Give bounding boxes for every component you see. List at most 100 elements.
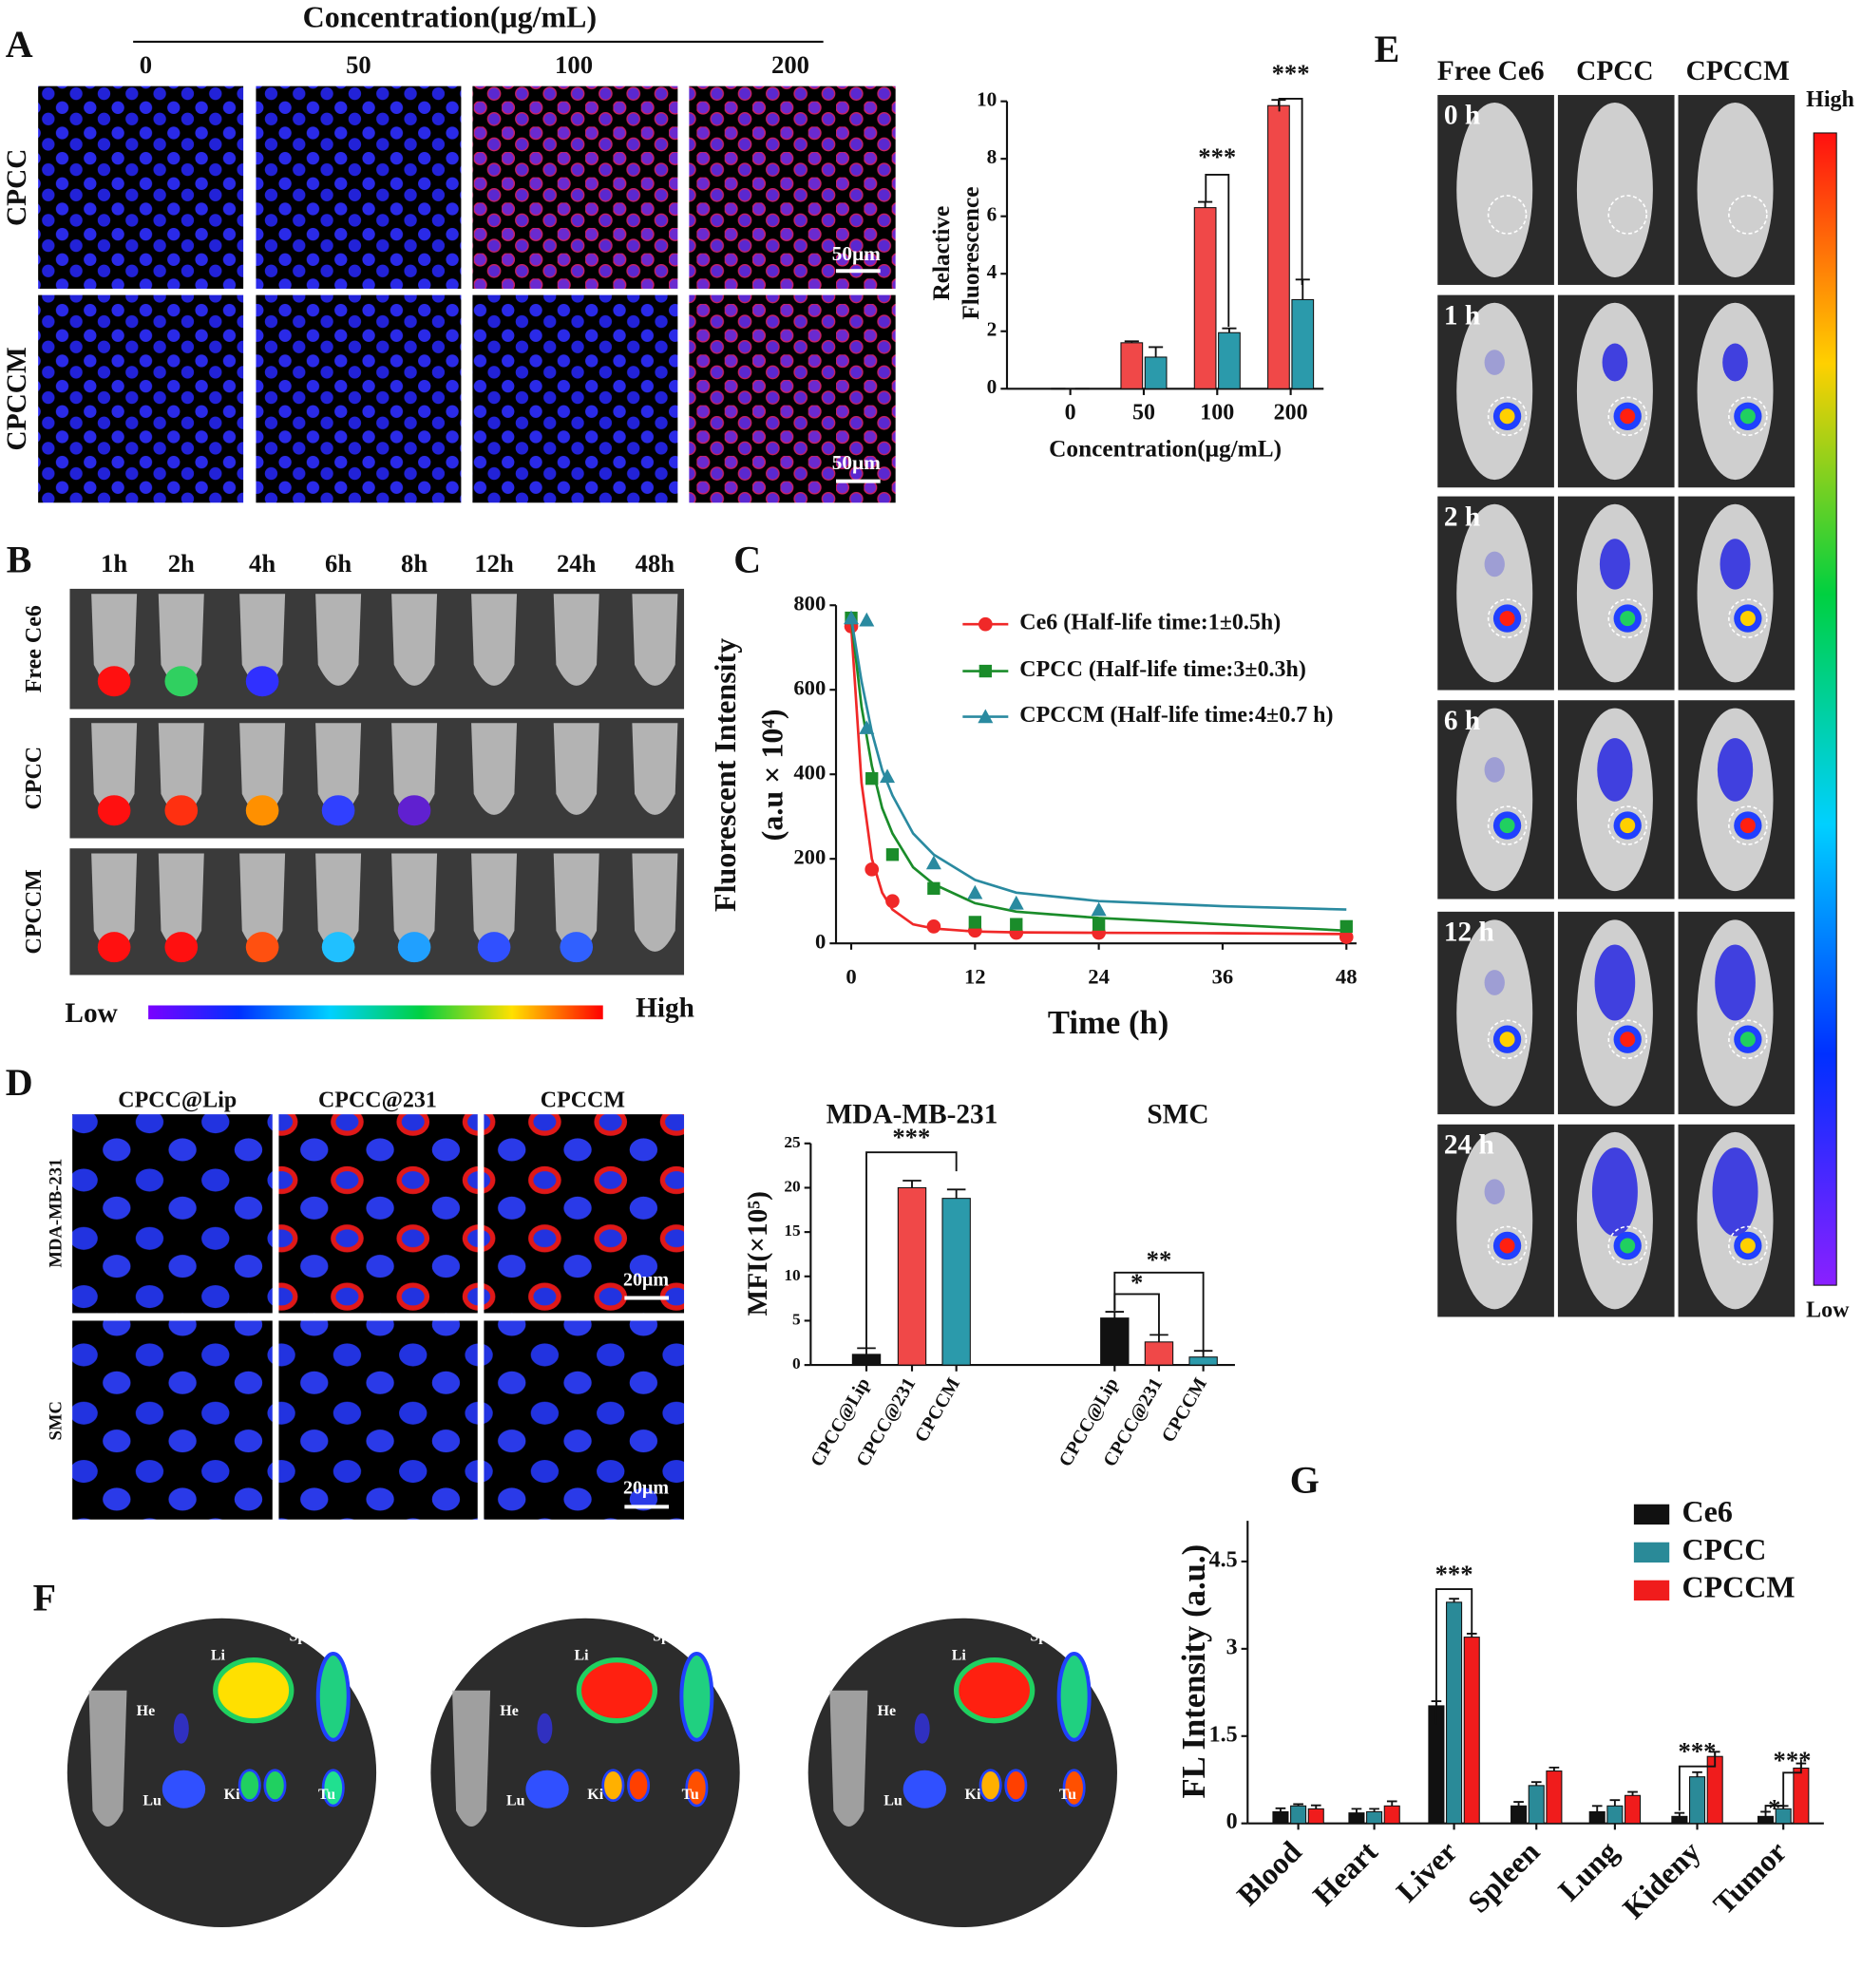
legend-swatch	[1633, 1542, 1670, 1563]
tube	[158, 723, 204, 815]
bar	[1366, 1810, 1383, 1825]
tube	[91, 853, 138, 952]
tube	[391, 594, 438, 686]
x-tick-label: Lung	[1551, 1834, 1624, 1907]
mouse	[1456, 919, 1533, 1107]
panel-letter: G	[1290, 1459, 1320, 1502]
y-tick-label: 10	[784, 1266, 800, 1284]
micrograph	[472, 294, 678, 503]
a-column: 200	[771, 50, 809, 79]
tumor-outline	[1728, 805, 1768, 845]
significance-label: ***	[1774, 1746, 1812, 1774]
signal	[1484, 970, 1505, 995]
colorbar-label: High	[1806, 87, 1854, 112]
tumor-signal	[1739, 1238, 1756, 1254]
colorbar-label: Low	[1806, 1298, 1850, 1323]
tube	[471, 723, 518, 815]
mouse	[1576, 503, 1653, 683]
error-bar	[1591, 1805, 1603, 1812]
y-tick-label: 0	[792, 1354, 801, 1373]
signal	[245, 666, 279, 697]
signal	[1715, 944, 1756, 1021]
legend-label: CPCC	[1682, 1532, 1767, 1566]
colorbar	[1813, 132, 1837, 1286]
bar	[1793, 1767, 1810, 1825]
signal	[245, 795, 279, 826]
organ-label: Li	[952, 1647, 967, 1663]
error-bar	[902, 1180, 922, 1188]
tumor-signal	[1739, 1032, 1756, 1048]
organ	[978, 1769, 1002, 1803]
y-tick-label: 400	[793, 760, 826, 784]
marker	[1339, 930, 1354, 944]
organ	[263, 1769, 287, 1803]
signal	[1722, 343, 1748, 382]
group-title: MDA-MB-231	[826, 1100, 998, 1130]
colorbar-label: High	[636, 994, 694, 1024]
legend-label: Ce6 (Half-life time:1±0.5h)	[1019, 611, 1281, 635]
bar	[1689, 1776, 1706, 1825]
d-column: CPCC@231	[318, 1088, 437, 1112]
scale-bar-label: 50μm	[832, 242, 881, 265]
panel-letter: C	[733, 538, 761, 580]
signal	[1484, 1179, 1505, 1205]
organ-label: Sp	[653, 1628, 670, 1644]
organ-label: Sp	[290, 1628, 307, 1644]
bar	[1144, 356, 1168, 389]
panel-letter: E	[1375, 28, 1400, 70]
tube	[553, 853, 599, 952]
colorbar	[148, 1005, 603, 1020]
significance-label: ***	[892, 1123, 930, 1151]
mouse	[1456, 503, 1533, 683]
tumor-outline	[1607, 195, 1648, 235]
signal	[1484, 350, 1505, 375]
marker	[927, 881, 940, 895]
x-tick-label: Tumor	[1706, 1834, 1793, 1921]
plate	[430, 1618, 740, 1928]
plate-title: CPCCM	[921, 1597, 1005, 1621]
tube	[88, 1690, 127, 1827]
e-time: 0 h	[1444, 101, 1480, 131]
bar	[1383, 1805, 1400, 1825]
x-axis-label: Concentration(μg/mL)	[1049, 435, 1282, 462]
marker	[926, 919, 941, 934]
panel-letter: A	[6, 23, 33, 66]
marker	[968, 916, 981, 929]
mouse	[1576, 302, 1653, 481]
d-row: SMC	[46, 1401, 66, 1440]
signal	[164, 932, 199, 963]
bar	[1188, 1356, 1218, 1366]
bar	[1671, 1815, 1688, 1825]
signal	[97, 795, 131, 826]
micrograph	[689, 294, 896, 503]
mouse	[1576, 102, 1653, 277]
legend-label: CPCC (Half-life time:3±0.3h)	[1019, 657, 1306, 682]
tube	[91, 723, 138, 815]
error-bar	[1530, 1781, 1542, 1786]
signal	[321, 932, 355, 963]
organ	[914, 1713, 930, 1744]
significance-label: ***	[1198, 142, 1236, 171]
tube	[239, 853, 286, 952]
error-bar	[1548, 1766, 1560, 1771]
mouse	[1697, 102, 1774, 277]
micrograph	[72, 1114, 273, 1314]
tumor-signal	[1620, 611, 1636, 627]
error-bar	[857, 1347, 876, 1354]
marker	[925, 855, 941, 870]
organ	[1004, 1769, 1028, 1803]
a-header: Concentration(μg/mL)	[303, 0, 598, 34]
micrograph	[38, 85, 244, 289]
micrograph	[256, 85, 462, 289]
x-tick-label: 48	[1336, 965, 1358, 989]
y-tick-label: 4.5	[1209, 1547, 1238, 1572]
organ-label: Ki	[587, 1787, 603, 1803]
micrograph	[689, 85, 896, 289]
tube	[553, 594, 599, 686]
marker	[844, 610, 860, 625]
x-tick-label: 24	[1088, 965, 1110, 989]
tumor-signal	[1499, 1032, 1515, 1048]
bar	[1120, 342, 1144, 389]
organ	[315, 1652, 351, 1742]
x-tick-label: 0	[1065, 400, 1076, 425]
